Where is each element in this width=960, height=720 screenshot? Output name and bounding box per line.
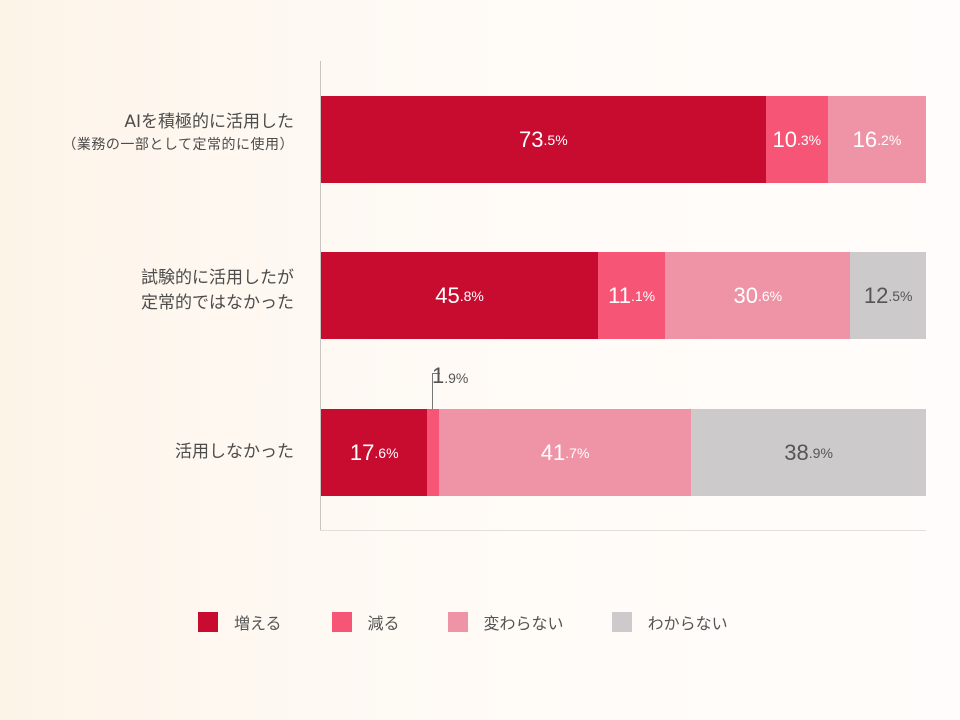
segment-increase: 73.5% — [321, 96, 766, 183]
legend-swatch — [611, 612, 632, 632]
row-label-active-use: AIを積極的に活用した （業務の一部として定常的に使用） — [62, 110, 294, 155]
legend-item-unknown: わからない — [611, 610, 728, 634]
value-dec: .6% — [374, 444, 399, 461]
legend-label: わからない — [647, 614, 728, 633]
legend-item-no-change: 変わらない — [447, 610, 564, 634]
value-dec: .6% — [757, 287, 783, 304]
value-int: 11 — [608, 282, 631, 308]
value-dec: .2% — [877, 131, 902, 148]
legend-item-increase: 増える — [198, 610, 282, 634]
segment-unknown: 12.5% — [850, 252, 926, 339]
value-int: 41 — [540, 439, 566, 465]
segment-unknown: 38.9% — [691, 409, 926, 496]
legend-item-decrease: 減る — [331, 610, 400, 634]
legend-label: 変わらない — [483, 614, 564, 633]
value-dec: .5% — [543, 131, 568, 148]
segment-no-change: 16.2% — [827, 96, 926, 183]
segment-decrease: 10.3% — [765, 96, 828, 183]
segment-decrease: 11.1% — [598, 252, 666, 339]
legend-label: 減る — [367, 614, 400, 633]
value-int: 17 — [349, 439, 375, 465]
row-label-main: 試験的に活用したが — [141, 268, 294, 288]
row-label-main-2: 定常的ではなかった — [141, 292, 294, 313]
y-axis-line — [320, 61, 321, 531]
value-int: 38 — [784, 439, 809, 465]
row-label-no-use: 活用しなかった — [175, 440, 294, 465]
value-int: 16 — [852, 126, 878, 152]
value-int: 1 — [432, 363, 445, 388]
value-dec: .3% — [797, 131, 822, 148]
segment-no-change: 41.7% — [438, 409, 692, 496]
bar-no-use: 17.6% 41.7% 38.9% — [321, 409, 926, 496]
legend-swatch — [447, 612, 468, 632]
row-label-main: AIを積極的に活用した — [124, 112, 294, 132]
segment-no-change: 30.6% — [665, 252, 851, 339]
value-int: 12 — [863, 282, 889, 308]
row-label-sub: （業務の一部として定常的に使用） — [62, 136, 294, 153]
row-label-trial-use: 試験的に活用したが 定常的ではなかった — [141, 266, 294, 315]
legend-swatch — [198, 612, 218, 632]
value-dec: .5% — [888, 287, 913, 304]
x-axis-baseline — [320, 530, 926, 531]
callout-decrease-value: 1.9% — [432, 363, 468, 389]
callout-leader-tick — [432, 373, 440, 374]
value-dec: .7% — [565, 444, 590, 461]
segment-decrease — [427, 409, 439, 496]
value-int: 30 — [733, 282, 758, 308]
value-int: 73 — [519, 126, 544, 152]
value-int: 45 — [435, 282, 460, 308]
value-dec: .8% — [459, 287, 484, 304]
legend: 増える 減る 変わらない わからない — [198, 610, 776, 634]
value-dec: .9% — [808, 444, 833, 461]
bar-trial-use: 45.8% 11.1% 30.6% 12.5% — [321, 252, 926, 339]
bar-active-use: 73.5% 10.3% 16.2% — [321, 96, 926, 183]
value-dec: .9% — [444, 370, 469, 386]
legend-label: 増える — [234, 614, 282, 633]
callout-leader-line — [432, 373, 433, 409]
value-int: 10 — [772, 126, 797, 152]
legend-swatch — [331, 612, 352, 632]
segment-increase: 45.8% — [321, 252, 599, 339]
segment-increase: 17.6% — [321, 409, 428, 496]
value-dec: .1% — [631, 287, 656, 304]
row-label-main: 活用しなかった — [175, 442, 294, 462]
